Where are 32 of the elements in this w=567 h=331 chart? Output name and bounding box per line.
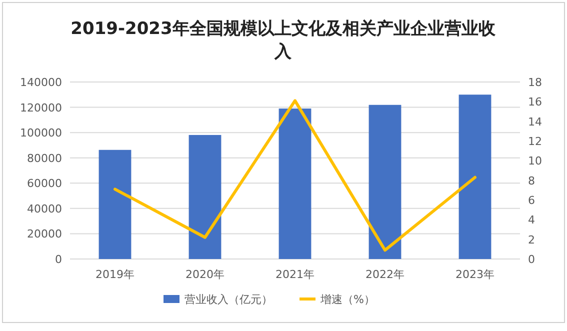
bar bbox=[278, 108, 312, 259]
bar bbox=[368, 104, 402, 259]
y2-tick-label: 6 bbox=[528, 194, 535, 207]
x-tick-label: 2020年 bbox=[186, 268, 224, 281]
x-tick-label: 2019年 bbox=[96, 268, 134, 281]
y2-tick-label: 10 bbox=[528, 154, 542, 168]
bar bbox=[188, 134, 222, 259]
x-tick-label: 2021年 bbox=[276, 268, 314, 281]
y2-tick-label: 8 bbox=[528, 174, 535, 188]
line-series bbox=[114, 99, 476, 252]
y-tick-label: 80000 bbox=[27, 152, 62, 165]
y2-tick-label: 0 bbox=[528, 253, 535, 266]
x-tick-label: 2023年 bbox=[456, 268, 494, 281]
legend-label: 营业收入（亿元） bbox=[184, 293, 272, 306]
y2-tick-label: 18 bbox=[528, 76, 542, 89]
y2-tick-label: 16 bbox=[528, 96, 542, 109]
y-tick-label: 20000 bbox=[27, 228, 62, 241]
y-tick-label: 120000 bbox=[20, 101, 62, 114]
y-tick-label: 140000 bbox=[20, 76, 62, 89]
y-tick-label: 100000 bbox=[20, 126, 62, 140]
chart-title: 2019-2023年全国规模以上文化及相关产业企业营业收入 bbox=[70, 19, 496, 62]
bar bbox=[458, 94, 492, 259]
bar bbox=[98, 150, 132, 259]
y-tick-label: 60000 bbox=[27, 177, 62, 190]
y2-tick-label: 2 bbox=[528, 233, 535, 246]
x-tick-label: 2022年 bbox=[366, 268, 404, 281]
legend-label: 增速（%） bbox=[320, 293, 375, 306]
y2-tick-label: 14 bbox=[528, 115, 542, 128]
y-tick-label: 40000 bbox=[27, 202, 62, 216]
y2-tick-label: 12 bbox=[528, 135, 542, 148]
y2-tick-label: 4 bbox=[528, 214, 535, 227]
y-tick-label: 0 bbox=[55, 253, 62, 266]
